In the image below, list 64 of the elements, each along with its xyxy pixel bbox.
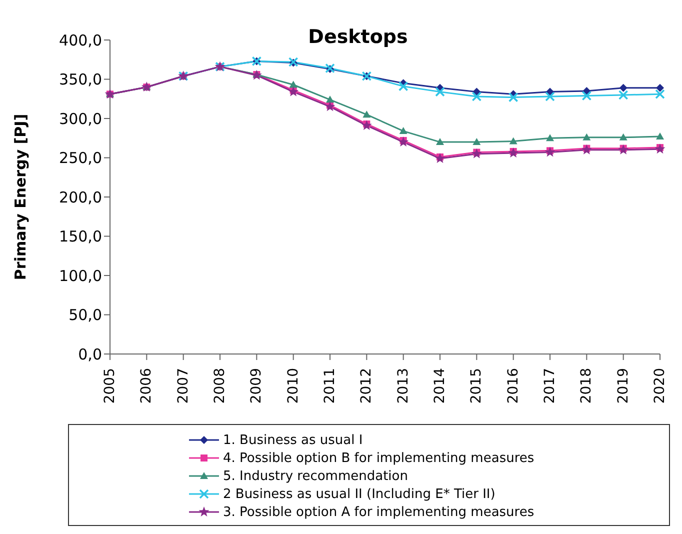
point — [656, 84, 664, 92]
x-tick-label: 2020 — [652, 368, 668, 404]
x-tick-label: 2018 — [578, 368, 595, 404]
point — [289, 80, 298, 88]
y-tick-label: 400,0 — [59, 31, 102, 50]
point — [508, 92, 518, 102]
point — [362, 110, 371, 118]
y-tick-label: 100,0 — [59, 266, 102, 285]
x-tick-label: 2012 — [358, 368, 375, 404]
point — [655, 89, 665, 100]
point — [582, 90, 592, 101]
point — [509, 137, 518, 144]
point — [618, 144, 629, 154]
point — [435, 86, 445, 97]
x-tick-label: 2015 — [468, 368, 485, 404]
y-tick-label: 300,0 — [59, 110, 102, 128]
x-tick-label: 2014 — [432, 368, 448, 404]
point — [471, 148, 482, 158]
y-tick-label: 250,0 — [59, 149, 102, 168]
point — [436, 138, 444, 146]
x-tick-label: 2017 — [542, 368, 558, 404]
x-tick-label: 2011 — [322, 368, 338, 404]
point — [656, 132, 664, 140]
x-tick-label: 2005 — [102, 368, 118, 404]
point — [619, 84, 628, 92]
legend-label: 4. Possible option B for implementing measures — [223, 450, 534, 466]
point — [545, 92, 555, 102]
x-tick-label: 2010 — [285, 368, 302, 404]
y-tick-label: 200,0 — [59, 188, 102, 206]
y-tick-label: 150,0 — [59, 228, 102, 246]
point — [472, 92, 482, 102]
point — [324, 101, 336, 112]
point — [619, 133, 628, 140]
point — [326, 96, 334, 103]
point — [399, 127, 408, 134]
legend-label: 1. Business as usual I — [223, 432, 363, 448]
legend-label: 5. Industry recommendation — [223, 468, 408, 484]
x-tick-label: 2019 — [615, 368, 632, 404]
point — [654, 144, 666, 154]
point — [581, 144, 592, 154]
point — [361, 120, 372, 130]
legend-label: 3. Possible option A for implementing measures — [223, 504, 534, 520]
point — [398, 136, 409, 146]
y-tick-label: 350,0 — [59, 70, 102, 89]
point — [434, 153, 446, 163]
point — [546, 134, 554, 142]
x-tick-label: 2008 — [212, 368, 228, 404]
point — [618, 90, 628, 100]
point — [398, 81, 408, 92]
point — [508, 148, 519, 158]
point — [544, 146, 556, 157]
x-tick-label: 2009 — [248, 368, 265, 404]
x-tick-label: 2016 — [505, 368, 522, 404]
point — [582, 133, 591, 140]
y-axis-title: Primary Energy [PJ] — [11, 114, 30, 280]
point — [472, 138, 481, 146]
legend-label: 2 Business as usual II (Including E* Tier II) — [223, 486, 496, 502]
x-tick-label: 2006 — [138, 368, 155, 404]
x-tick-label: 2007 — [175, 368, 192, 404]
y-tick-label: 0,0 — [78, 345, 102, 364]
x-tick-label: 2013 — [395, 368, 412, 404]
point — [288, 86, 299, 96]
y-tick-label: 50,0 — [68, 306, 102, 324]
chart-title: Desktops — [307, 26, 409, 48]
